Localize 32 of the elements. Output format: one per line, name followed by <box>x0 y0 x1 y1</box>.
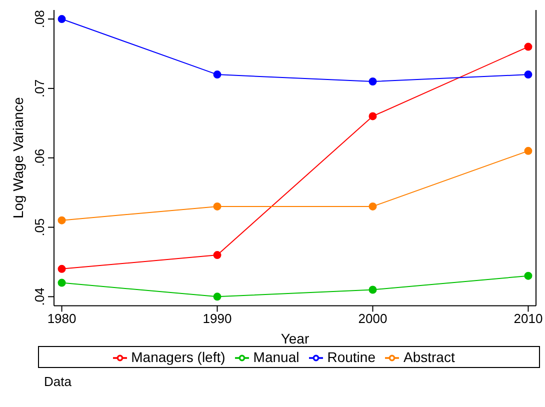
point <box>368 112 377 120</box>
x-tick-label: 2010 <box>514 310 543 326</box>
x-tick-label: 1990 <box>202 310 232 326</box>
point <box>58 216 66 224</box>
point <box>58 278 66 287</box>
legend-label: Managers (left) <box>131 348 226 365</box>
legend-label: Abstract <box>403 348 455 365</box>
y-tick-label: .06 <box>32 148 47 167</box>
point <box>368 286 377 294</box>
text: Data <box>44 374 72 389</box>
y-tick-label: .08 <box>32 10 47 28</box>
x-tick-label: 2000 <box>358 310 388 326</box>
x-axis-title: Year <box>280 330 310 347</box>
y-tick-label: .07 <box>32 79 47 98</box>
point <box>368 202 377 210</box>
legend-label: Manual <box>253 348 300 365</box>
point <box>524 42 532 51</box>
y-tick-label: .04 <box>32 288 47 306</box>
x-tick-label: 1980 <box>47 310 76 326</box>
point <box>524 272 532 280</box>
point <box>58 264 66 273</box>
point <box>524 70 532 79</box>
legend-label: Routine <box>327 348 376 365</box>
point <box>368 77 377 86</box>
point <box>58 15 66 24</box>
point <box>213 70 222 79</box>
y-tick-label: .05 <box>32 218 47 236</box>
y-axis-title: Log Wage Variance <box>10 96 26 219</box>
point <box>213 292 222 301</box>
point <box>213 202 222 210</box>
point <box>524 146 532 155</box>
point <box>213 251 222 260</box>
